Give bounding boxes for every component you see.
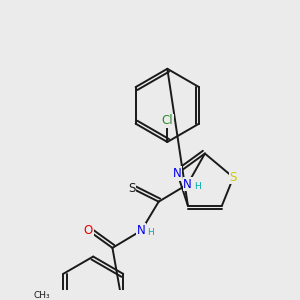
Text: O: O — [84, 224, 93, 237]
Text: H: H — [194, 182, 201, 191]
Text: Cl: Cl — [161, 114, 173, 127]
Text: N: N — [137, 224, 146, 237]
Text: CH₃: CH₃ — [34, 291, 50, 300]
Text: H: H — [148, 228, 154, 237]
Text: S: S — [230, 171, 237, 184]
Text: N: N — [183, 178, 192, 191]
Text: N: N — [173, 167, 182, 180]
Text: S: S — [128, 182, 135, 195]
